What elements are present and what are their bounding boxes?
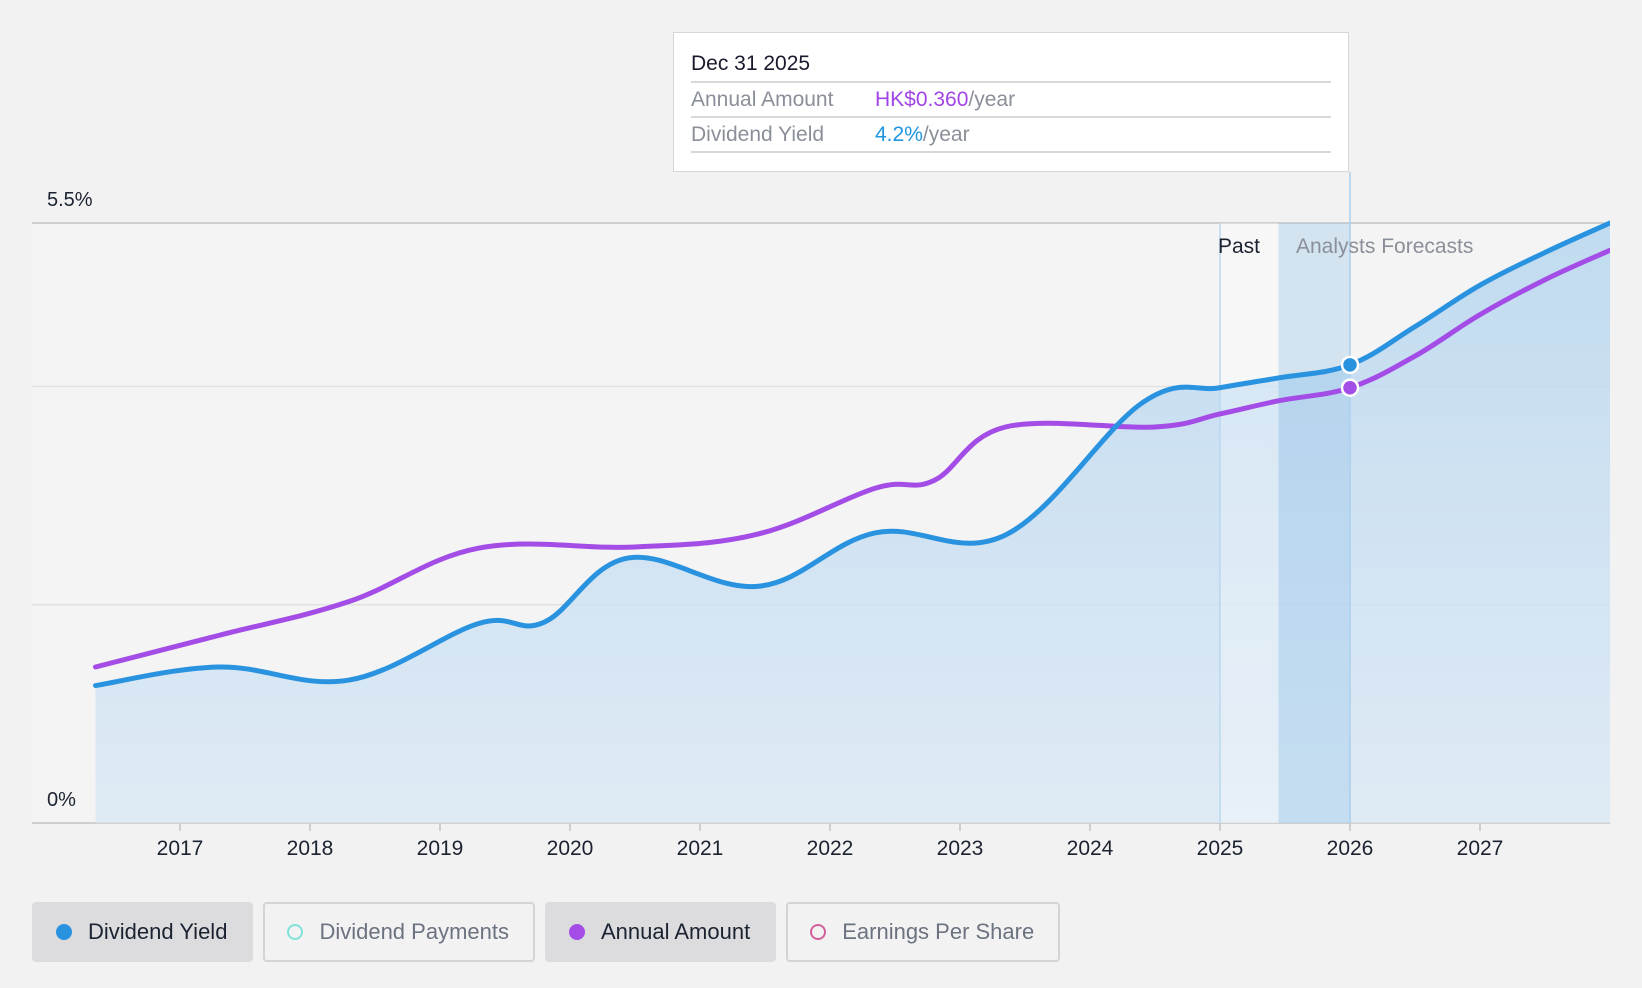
past-label: Past bbox=[1218, 235, 1260, 258]
tooltip-annual-amount-value: HK$0.360 bbox=[875, 88, 969, 111]
legend-label: Dividend Payments bbox=[319, 919, 509, 944]
legend-earnings-per-share-button[interactable]: Earnings Per Share bbox=[786, 902, 1061, 962]
y-axis-min-label: 0% bbox=[47, 789, 76, 811]
past-band bbox=[1220, 223, 1279, 823]
y-axis-max-label: 5.5% bbox=[47, 189, 93, 211]
annual-amount-marker bbox=[1340, 378, 1360, 397]
dividend-yield-line bbox=[93, 220, 1610, 689]
tooltip-dividend-yield-label: Dividend Yield bbox=[691, 123, 825, 146]
tooltip-annual-amount-row: Annual Amount HK$0.360 /year bbox=[691, 83, 1331, 118]
annual-amount-line bbox=[93, 247, 1610, 670]
legend-label: Annual Amount bbox=[600, 919, 751, 944]
legend-dot-icon bbox=[287, 924, 304, 940]
tooltip-date: Dec 31 2025 bbox=[691, 47, 1331, 83]
tooltip-dividend-yield-value: 4.2% bbox=[875, 123, 923, 146]
x-tick-label: 2023 bbox=[937, 837, 984, 860]
chart-tooltip: Dec 31 2025 Annual Amount HK$0.360 /year… bbox=[673, 32, 1349, 172]
forecast-label: Analysts Forecasts bbox=[1296, 235, 1473, 258]
x-tick-label: 2026 bbox=[1327, 837, 1374, 860]
past-band-highlight bbox=[1278, 223, 1350, 823]
legend-dot-icon bbox=[810, 924, 827, 940]
x-tick-label: 2018 bbox=[287, 837, 334, 860]
dividend-yield-marker bbox=[1340, 355, 1360, 375]
legend-label: Earnings Per Share bbox=[842, 919, 1035, 944]
legend-annual-amount-button[interactable]: Annual Amount bbox=[544, 902, 777, 962]
legend-dot-icon bbox=[568, 924, 585, 940]
x-tick-label: 2019 bbox=[417, 837, 464, 860]
x-tick-label: 2020 bbox=[547, 837, 594, 860]
tooltip-annual-amount-unit: /year bbox=[968, 88, 1016, 111]
dividend-chart: 5.5% 0% 2017 2018 2019 2020 2021 2022 2023 2024 20… bbox=[32, 172, 1610, 860]
tooltip-annual-amount-label: Annual Amount bbox=[691, 88, 834, 111]
x-tick-label: 2022 bbox=[807, 837, 854, 860]
x-tick-label: 2024 bbox=[1067, 837, 1114, 860]
legend-label: Dividend Yield bbox=[88, 919, 228, 944]
chart-legend: Dividend Yield Dividend Payments Annual … bbox=[32, 902, 1061, 962]
x-tick-label: 2017 bbox=[157, 837, 204, 860]
x-tick-label: 2027 bbox=[1457, 837, 1504, 860]
x-tick-label: 2021 bbox=[677, 837, 724, 860]
legend-dot-icon bbox=[56, 924, 72, 940]
legend-dividend-yield-button[interactable]: Dividend Yield bbox=[32, 902, 254, 962]
dividend-yield-area bbox=[95, 223, 1610, 823]
x-tick-label: 2025 bbox=[1197, 837, 1244, 860]
tooltip-dividend-yield-row: Dividend Yield 4.2% /year bbox=[691, 118, 1331, 153]
legend-dividend-payments-button[interactable]: Dividend Payments bbox=[263, 902, 535, 962]
tooltip-dividend-yield-unit: /year bbox=[922, 123, 970, 146]
